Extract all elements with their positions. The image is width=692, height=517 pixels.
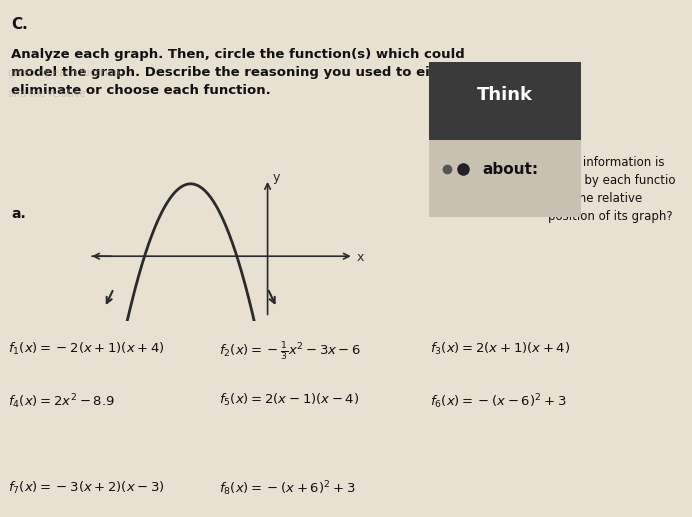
Text: Think: Think <box>477 86 533 104</box>
Text: $f_7(x) = -3(x + 2)(x - 3)$: $f_7(x) = -3(x + 2)(x - 3)$ <box>8 480 165 496</box>
Text: $f_6(x) = -(x - 6)^2 + 3$: $f_6(x) = -(x - 6)^2 + 3$ <box>430 392 566 411</box>
Text: $f_1(x) = -2(x + 1)(x + 4)$: $f_1(x) = -2(x + 1)(x + 4)$ <box>8 341 165 357</box>
Circle shape <box>472 154 493 165</box>
Text: $f_3(x) = 2(x + 1)(x+4)$: $f_3(x) = 2(x + 1)(x+4)$ <box>430 341 570 357</box>
Text: and the relative: and the relative <box>8 89 85 99</box>
FancyBboxPatch shape <box>421 58 589 149</box>
Text: $f_4(x) = 2x^2 - 8.9$: $f_4(x) = 2x^2 - 8.9$ <box>8 392 115 411</box>
Text: a.: a. <box>11 207 26 221</box>
FancyBboxPatch shape <box>421 136 589 221</box>
Text: $f_8(x) = -(x + 6)^2 + 3$: $f_8(x) = -(x + 6)^2 + 3$ <box>219 480 355 498</box>
Text: $f_2(x) = -\frac{1}{3}x^2 - 3x - 6$: $f_2(x) = -\frac{1}{3}x^2 - 3x - 6$ <box>219 341 361 363</box>
Text: Analyze each graph. Then, circle the function(s) which could
model the graph. De: Analyze each graph. Then, circle the fun… <box>11 48 465 97</box>
Text: C.: C. <box>11 17 28 32</box>
Text: $f_5(x) = 2(x - 1)(x - 4)$: $f_5(x) = 2(x - 1)(x - 4)$ <box>219 392 359 408</box>
Text: about:: about: <box>482 161 538 177</box>
Text: y: y <box>272 171 280 184</box>
Text: What information is
given by each functio
and the relative
position of its graph: What information is given by each functi… <box>548 156 675 223</box>
Text: x: x <box>357 251 364 264</box>
Text: given by each function: given by each function <box>8 68 120 78</box>
Circle shape <box>459 170 475 178</box>
